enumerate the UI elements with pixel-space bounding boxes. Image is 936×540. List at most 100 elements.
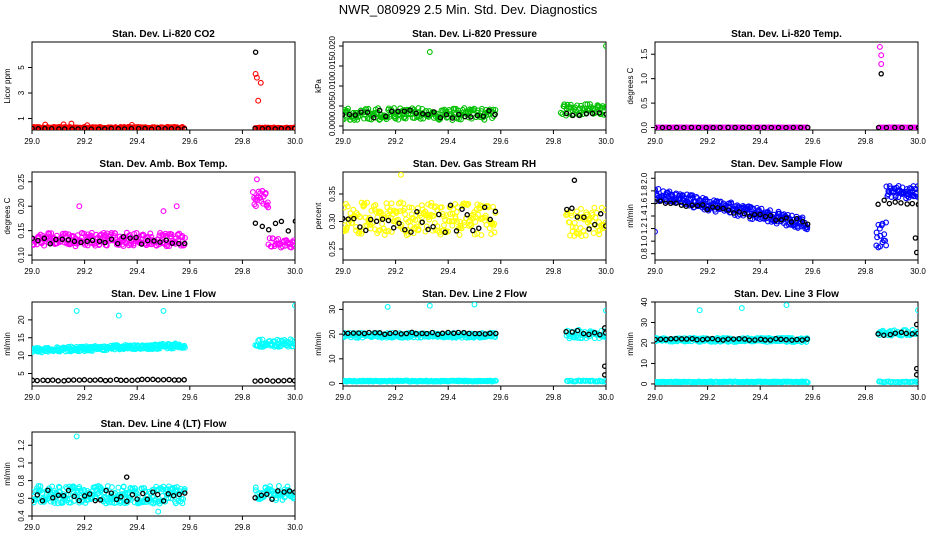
data-point — [453, 228, 460, 234]
panel-title: Stan. Dev. Li-820 CO2 — [112, 29, 215, 40]
x-tick-label: 29.2 — [700, 393, 716, 402]
data-point — [470, 227, 476, 234]
data-point — [390, 225, 397, 231]
data-point — [262, 189, 269, 196]
x-tick-label: 30.0 — [598, 393, 614, 402]
data-point — [794, 224, 801, 231]
data-point — [65, 487, 72, 494]
data-point — [102, 377, 109, 384]
data-point — [346, 111, 353, 118]
data-point — [655, 336, 659, 343]
data-point — [124, 498, 130, 504]
data-point — [176, 240, 182, 247]
data-point — [668, 336, 674, 342]
data-point — [181, 377, 187, 383]
series-reference — [32, 474, 295, 504]
series-main — [32, 302, 295, 356]
data-point — [797, 124, 804, 130]
data-point — [425, 111, 431, 118]
data-point — [761, 124, 767, 130]
data-point — [367, 216, 374, 223]
data-point — [48, 230, 55, 237]
data-point — [290, 237, 295, 244]
data-point — [683, 203, 689, 209]
point-layer — [32, 176, 295, 251]
data-point — [106, 499, 112, 506]
data-point — [778, 217, 785, 223]
data-point — [464, 201, 471, 208]
data-point — [356, 330, 362, 336]
data-point — [290, 242, 295, 249]
data-point — [875, 201, 881, 208]
data-point — [892, 124, 898, 130]
data-point — [292, 218, 295, 224]
data-point — [663, 336, 669, 343]
data-point — [907, 124, 914, 130]
y-tick-label: 0.010 — [328, 75, 337, 96]
data-point — [725, 124, 731, 130]
data-point — [762, 213, 769, 220]
data-point — [446, 108, 453, 115]
data-point — [343, 215, 346, 222]
data-point — [110, 496, 117, 502]
panel-title: Stan. Dev. Line 3 Flow — [734, 289, 839, 300]
data-point — [775, 124, 782, 130]
data-point — [714, 204, 721, 211]
data-point — [447, 202, 454, 208]
x-tick-label: 29.8 — [546, 137, 562, 146]
data-point — [804, 336, 810, 342]
data-point — [913, 321, 918, 328]
y-tick-label: 0.8 — [17, 475, 26, 487]
data-point — [108, 125, 114, 130]
data-point — [403, 330, 410, 337]
data-point — [899, 124, 905, 130]
data-point — [913, 371, 918, 378]
x-tick-label: 29.0 — [335, 137, 351, 146]
data-point — [717, 124, 723, 130]
data-point — [738, 305, 745, 312]
data-point — [129, 377, 135, 384]
y-tick-label: 30 — [328, 304, 337, 313]
y-tick-label: 0.000 — [328, 115, 337, 136]
data-point — [42, 125, 48, 130]
data-point — [603, 223, 606, 229]
data-point — [123, 377, 129, 384]
data-point — [739, 124, 746, 130]
data-point — [909, 200, 916, 207]
series-reference — [343, 325, 606, 378]
data-point — [492, 377, 499, 384]
data-point — [278, 218, 285, 225]
data-point — [778, 336, 784, 343]
data-point — [387, 330, 393, 337]
data-point — [400, 200, 407, 207]
data-point — [78, 239, 84, 246]
data-point — [129, 491, 136, 498]
y-tick-label: 0.20 — [17, 198, 26, 214]
x-tick-label: 29.4 — [440, 267, 456, 276]
x-tick-label: 29.6 — [805, 137, 821, 146]
y-tick-label: 0.6 — [17, 492, 26, 504]
data-point — [603, 334, 606, 340]
data-point — [878, 52, 885, 59]
data-point — [904, 201, 910, 207]
data-point — [120, 234, 127, 240]
data-point — [65, 377, 72, 383]
data-point — [447, 211, 454, 218]
data-point — [431, 109, 437, 115]
data-point — [135, 125, 142, 130]
data-point — [482, 212, 489, 219]
data-point — [288, 124, 295, 130]
data-point — [773, 217, 779, 223]
data-point — [589, 110, 596, 117]
data-point — [35, 237, 41, 244]
data-point — [596, 110, 602, 116]
data-point — [430, 212, 437, 219]
y-tick-label: 1.4 — [640, 210, 649, 222]
data-point — [377, 227, 384, 234]
data-point — [73, 307, 80, 314]
data-point — [892, 199, 898, 205]
data-point — [783, 302, 790, 309]
x-tick-label: 29.6 — [493, 267, 509, 276]
data-point — [398, 331, 404, 337]
data-point — [179, 234, 186, 241]
